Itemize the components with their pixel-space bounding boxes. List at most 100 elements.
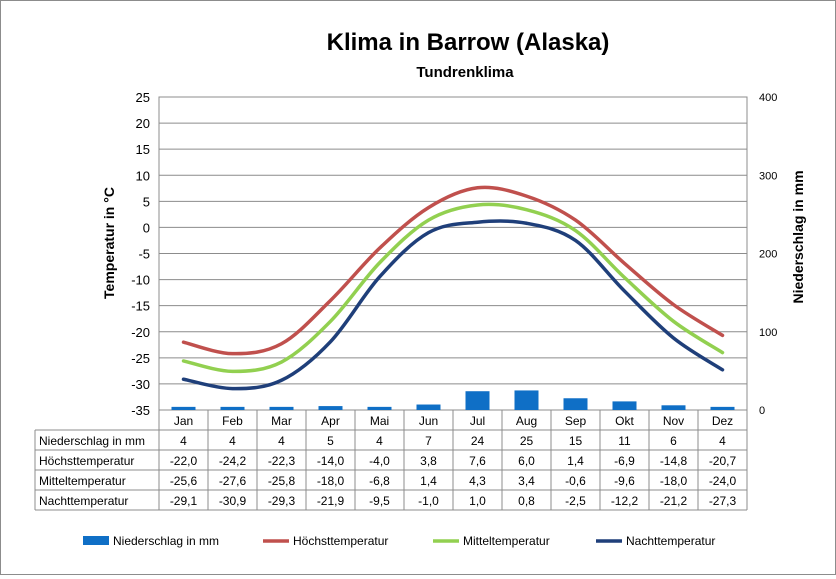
data-label: 4 bbox=[278, 434, 285, 448]
data-label: 4 bbox=[719, 434, 726, 448]
data-label: -24,0 bbox=[709, 474, 737, 488]
y-tick-label: 5 bbox=[143, 194, 150, 209]
data-label: -20,7 bbox=[709, 454, 737, 468]
data-label: 6,0 bbox=[518, 454, 535, 468]
data-label: -24,2 bbox=[219, 454, 247, 468]
x-tick-label: Jan bbox=[174, 414, 193, 428]
legend: Niederschlag in mm Höchsttemperatur Mittel… bbox=[83, 534, 715, 548]
data-label: -29,3 bbox=[268, 494, 296, 508]
precipitation-bar bbox=[171, 406, 196, 410]
y-axis-ticks: 25 20 15 10 5 0 -5 -10 -15 -20 -25 -30 -35 bbox=[131, 90, 150, 418]
data-label: 1,0 bbox=[469, 494, 486, 508]
data-label: -27,3 bbox=[709, 494, 737, 508]
x-tick-label: Mai bbox=[370, 414, 389, 428]
data-label: 3,8 bbox=[420, 454, 437, 468]
y-tick-label: -30 bbox=[131, 377, 150, 392]
data-label: 7,6 bbox=[469, 454, 486, 468]
y-tick-label: -35 bbox=[131, 403, 150, 418]
y-tick-label: -20 bbox=[131, 325, 150, 340]
x-tick-label: Sep bbox=[565, 414, 587, 428]
x-tick-label: Nov bbox=[663, 414, 684, 428]
legend-swatch bbox=[83, 536, 109, 545]
precipitation-bar bbox=[612, 401, 637, 410]
series-line-nachttemperatur bbox=[181, 219, 725, 391]
table-row-header: Mitteltemperatur bbox=[39, 474, 126, 488]
x-tick-label: Jul bbox=[470, 414, 485, 428]
data-label: -22,3 bbox=[268, 454, 296, 468]
x-tick-label: Aug bbox=[516, 414, 537, 428]
data-label: -0,6 bbox=[565, 474, 586, 488]
data-label: 25 bbox=[520, 434, 534, 448]
x-tick-label: Dez bbox=[712, 414, 733, 428]
table-row-header: Nachttemperatur bbox=[39, 494, 128, 508]
x-tick-label: Okt bbox=[615, 414, 634, 428]
data-label: -18,0 bbox=[317, 474, 345, 488]
series-line-h-chsttemperatur bbox=[181, 185, 725, 356]
y-tick-label: -25 bbox=[131, 351, 150, 366]
precipitation-bar bbox=[318, 406, 343, 410]
precipitation-bar bbox=[367, 406, 392, 410]
data-label: -27,6 bbox=[219, 474, 247, 488]
table-row-header: Höchsttemperatur bbox=[39, 454, 134, 468]
precipitation-bar bbox=[514, 390, 539, 410]
x-tick-label: Apr bbox=[321, 414, 340, 428]
x-tick-label: Feb bbox=[222, 414, 243, 428]
data-label: -21,2 bbox=[660, 494, 688, 508]
data-label: -21,9 bbox=[317, 494, 345, 508]
y-tick-label: 20 bbox=[136, 116, 150, 131]
legend-entry: Nachttemperatur bbox=[626, 534, 715, 548]
precipitation-bars bbox=[171, 390, 735, 410]
legend-entry: Mitteltemperatur bbox=[463, 534, 550, 548]
gridlines bbox=[158, 96, 748, 411]
precipitation-bar bbox=[269, 406, 294, 410]
data-label: -2,5 bbox=[565, 494, 586, 508]
data-label: -6,9 bbox=[614, 454, 635, 468]
table-row-header: Niederschlag in mm bbox=[39, 434, 145, 448]
data-label: 4,3 bbox=[469, 474, 486, 488]
precipitation-bar bbox=[416, 404, 441, 410]
y-tick-label: -10 bbox=[131, 273, 150, 288]
data-label: 5 bbox=[327, 434, 334, 448]
legend-entry: Höchsttemperatur bbox=[293, 534, 388, 548]
y2-tick-label: 400 bbox=[759, 92, 777, 104]
y2-axis-ticks: 400 300 200 100 0 bbox=[759, 92, 777, 417]
data-label: -12,2 bbox=[611, 494, 639, 508]
data-label: 15 bbox=[569, 434, 583, 448]
data-label: 11 bbox=[618, 434, 631, 448]
data-label: -25,6 bbox=[170, 474, 198, 488]
data-label: -9,6 bbox=[614, 474, 635, 488]
precipitation-bar bbox=[710, 406, 735, 410]
y-tick-label: -15 bbox=[131, 299, 150, 314]
data-label: 4 bbox=[376, 434, 383, 448]
data-label: 1,4 bbox=[567, 454, 584, 468]
y-tick-label: 0 bbox=[143, 220, 150, 235]
data-label: -18,0 bbox=[660, 474, 688, 488]
x-tick-label: Jun bbox=[419, 414, 438, 428]
y2-tick-label: 0 bbox=[759, 405, 765, 417]
data-label: -22,0 bbox=[170, 454, 198, 468]
y-tick-label: 25 bbox=[136, 90, 150, 105]
data-label: 4 bbox=[229, 434, 236, 448]
precipitation-bar bbox=[465, 391, 490, 410]
precipitation-bar bbox=[563, 398, 588, 410]
y2-tick-label: 100 bbox=[759, 327, 777, 339]
x-tick-label: Mar bbox=[271, 414, 292, 428]
y-axis-label: Temperatur in °C bbox=[101, 187, 117, 299]
data-label: 4 bbox=[180, 434, 187, 448]
data-label: -14,8 bbox=[660, 454, 688, 468]
data-label: -6,8 bbox=[369, 474, 390, 488]
precipitation-bar bbox=[661, 405, 686, 410]
data-label: -14,0 bbox=[317, 454, 345, 468]
chart-subtitle: Tundrenklima bbox=[416, 64, 514, 81]
data-label: -25,8 bbox=[268, 474, 296, 488]
y-tick-label: 10 bbox=[136, 168, 150, 183]
data-label: 7 bbox=[425, 434, 432, 448]
data-label: 0,8 bbox=[518, 494, 535, 508]
data-label: -29,1 bbox=[170, 494, 198, 508]
data-label: 24 bbox=[471, 434, 485, 448]
y2-axis-label: Niederschlag in mm bbox=[790, 170, 806, 303]
data-label: 6 bbox=[670, 434, 677, 448]
data-table: Jan Feb Mar Apr Mai Jun Jul Aug Sep Okt Nov Dez Nied… bbox=[34, 410, 748, 511]
